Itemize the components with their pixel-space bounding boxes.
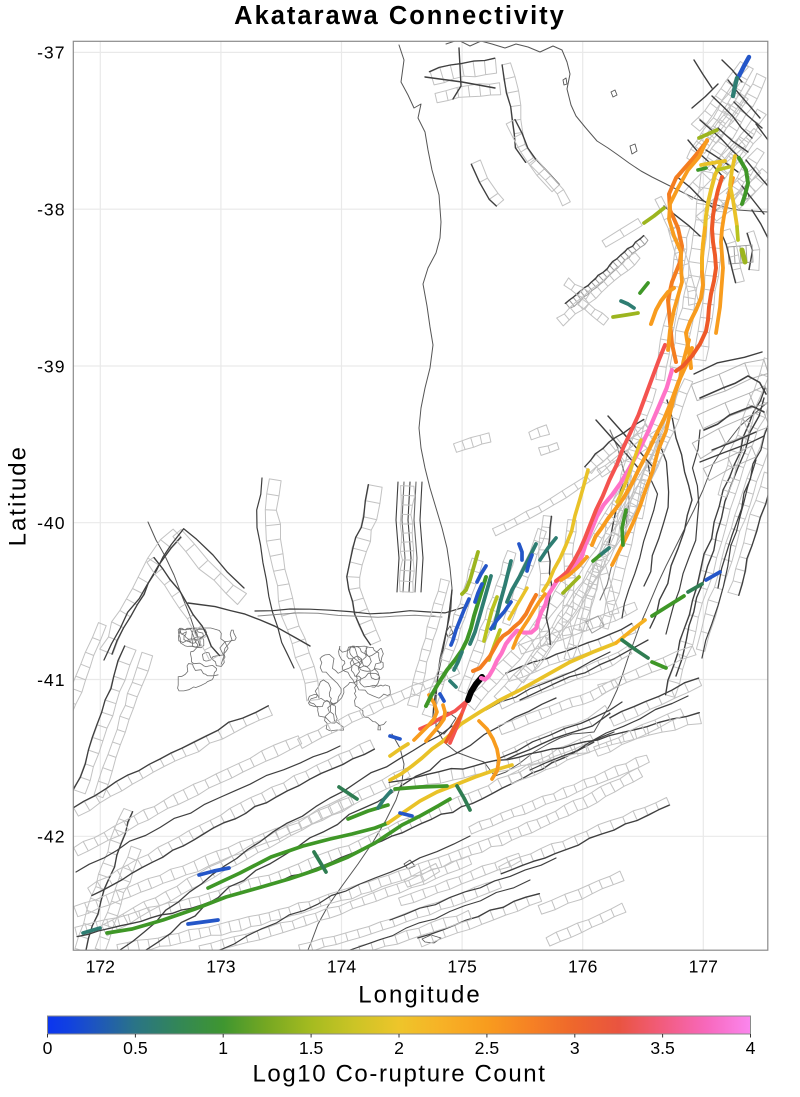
svg-text:Latitude: Latitude	[5, 445, 32, 546]
svg-text:1: 1	[218, 1038, 228, 1058]
svg-text:172: 172	[86, 957, 115, 977]
svg-text:-39: -39	[37, 356, 65, 376]
svg-text:174: 174	[327, 957, 357, 977]
svg-text:0.5: 0.5	[123, 1038, 148, 1058]
svg-text:Akatarawa Connectivity: Akatarawa Connectivity	[234, 2, 566, 30]
svg-text:4: 4	[746, 1038, 756, 1058]
svg-text:2: 2	[394, 1038, 404, 1058]
svg-text:-42: -42	[37, 827, 65, 847]
svg-text:177: 177	[689, 957, 718, 977]
svg-text:2.5: 2.5	[475, 1038, 500, 1058]
svg-text:3.5: 3.5	[650, 1038, 675, 1058]
svg-text:3: 3	[570, 1038, 580, 1058]
svg-text:Longitude: Longitude	[358, 982, 481, 1009]
svg-text:Log10 Co-rupture Count: Log10 Co-rupture Count	[252, 1061, 546, 1088]
svg-text:0: 0	[43, 1038, 53, 1058]
svg-text:173: 173	[206, 957, 236, 977]
svg-text:1.5: 1.5	[299, 1038, 324, 1058]
svg-text:-38: -38	[37, 200, 65, 220]
svg-text:-40: -40	[37, 513, 65, 533]
svg-text:-37: -37	[37, 43, 65, 63]
svg-text:176: 176	[568, 957, 598, 977]
svg-text:-41: -41	[37, 670, 65, 690]
svg-text:175: 175	[447, 957, 477, 977]
